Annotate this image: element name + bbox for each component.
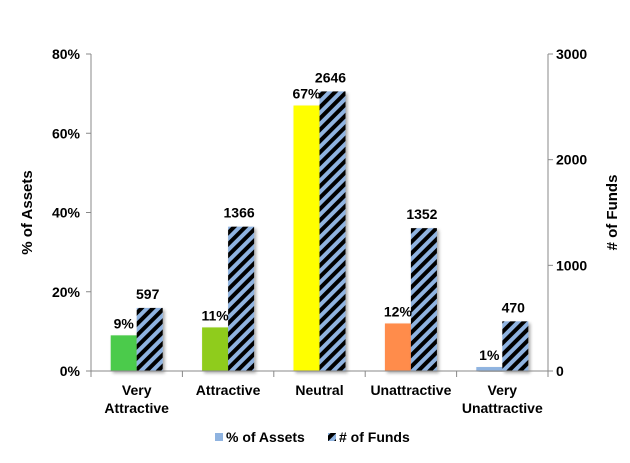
bar-funds-4 xyxy=(502,321,529,371)
data-label-funds-3: 1352 xyxy=(406,206,437,222)
bar-assets-0 xyxy=(110,335,137,371)
category-label-3-0: Unattractive xyxy=(370,382,451,398)
category-label-2-0: Neutral xyxy=(295,382,343,398)
category-label-0-0: Very xyxy=(122,382,152,398)
bar-funds-2 xyxy=(319,91,346,371)
bar-assets-4 xyxy=(476,367,503,371)
bar-assets-2 xyxy=(293,105,320,371)
category-label-4-1: Unattractive xyxy=(462,400,543,416)
right-tick-label-0: 0 xyxy=(556,363,564,379)
right-tick-label-1: 1000 xyxy=(556,257,587,273)
left-tick-label-3: 60% xyxy=(52,125,81,141)
data-label-funds-0: 597 xyxy=(136,286,160,302)
legend: % of Assets # of Funds xyxy=(215,429,410,445)
legend-swatch-assets xyxy=(215,433,223,441)
labels-group: 9%597 Very Attractive 11% 1366 Attractive 67%2… xyxy=(104,69,543,416)
left-tick-label-2: 40% xyxy=(52,205,81,221)
bar-assets-3 xyxy=(384,323,411,371)
bar-funds-0 xyxy=(136,307,163,371)
bar-funds-3 xyxy=(410,228,437,371)
legend-swatch-funds xyxy=(328,433,336,441)
bars-group xyxy=(110,91,529,371)
left-tick-label-0: 0% xyxy=(60,363,81,379)
right-axis-title: # of Funds xyxy=(604,175,621,251)
category-label-4-0: Very xyxy=(488,382,518,398)
legend-label-assets: % of Assets xyxy=(226,429,305,445)
data-label-assets-0: 9% xyxy=(114,315,135,331)
data-label-funds-2: 2646 xyxy=(315,69,346,85)
legend-label-funds: # of Funds xyxy=(339,429,410,445)
category-label-0-1: Attractive xyxy=(104,400,169,416)
bar-funds-1 xyxy=(228,226,255,371)
data-label-assets-2: 67% xyxy=(292,86,321,102)
axes-group: 0% 20% 40% 60% 80% 0 1000 2000 3000 % of Assets # … xyxy=(19,46,621,379)
left-tick-label-4: 80% xyxy=(52,46,81,62)
data-label-funds-1: 1366 xyxy=(224,205,255,221)
category-label-1-0: Attractive xyxy=(196,382,261,398)
left-tick-label-1: 20% xyxy=(52,284,81,300)
data-label-assets-3: 12% xyxy=(384,303,413,319)
bar-assets-1 xyxy=(202,327,229,371)
data-label-funds-4: 470 xyxy=(502,299,526,315)
data-label-assets-1: 11% xyxy=(201,307,229,323)
right-tick-label-3: 3000 xyxy=(556,46,587,62)
left-axis-title: % of Assets xyxy=(19,170,36,254)
right-tick-label-2: 2000 xyxy=(556,152,587,168)
data-label-assets-4: 1% xyxy=(479,347,500,363)
